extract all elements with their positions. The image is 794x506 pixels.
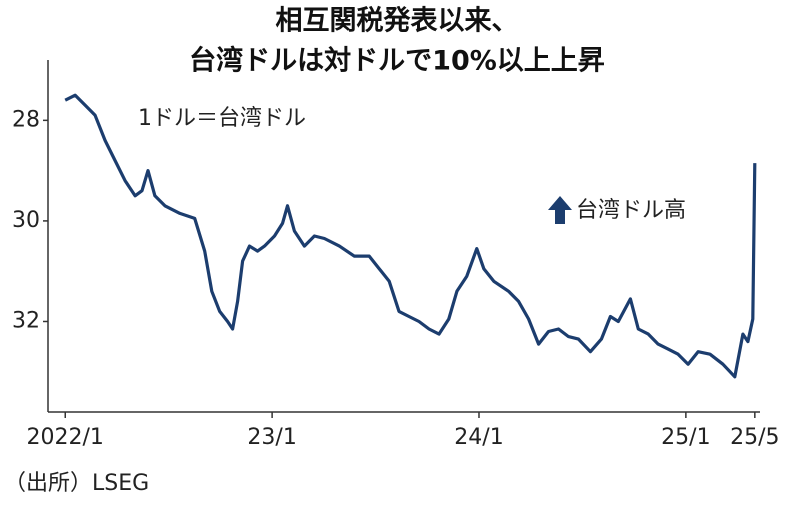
x-tick-label: 25/5 <box>730 425 779 450</box>
annotation: 1ドル＝台湾ドル <box>138 106 306 131</box>
source: （出所）LSEG <box>4 471 149 496</box>
chart-title: 相互関税発表以来、 <box>276 6 519 37</box>
arrow-icon <box>548 196 572 224</box>
y-tick-label: 32 <box>12 308 40 333</box>
chart-title: 台湾ドルは対ドルで10%以上上昇 <box>189 45 605 77</box>
y-tick-label: 28 <box>12 107 40 132</box>
x-tick-label: 23/1 <box>247 425 296 450</box>
x-tick-label: 24/1 <box>454 425 503 450</box>
annotation: 台湾ドル高 <box>576 198 686 223</box>
x-tick-label: 25/1 <box>661 425 710 450</box>
y-tick-label: 30 <box>12 208 40 233</box>
x-tick-label: 2022/1 <box>27 425 104 450</box>
line-series <box>64 93 757 379</box>
